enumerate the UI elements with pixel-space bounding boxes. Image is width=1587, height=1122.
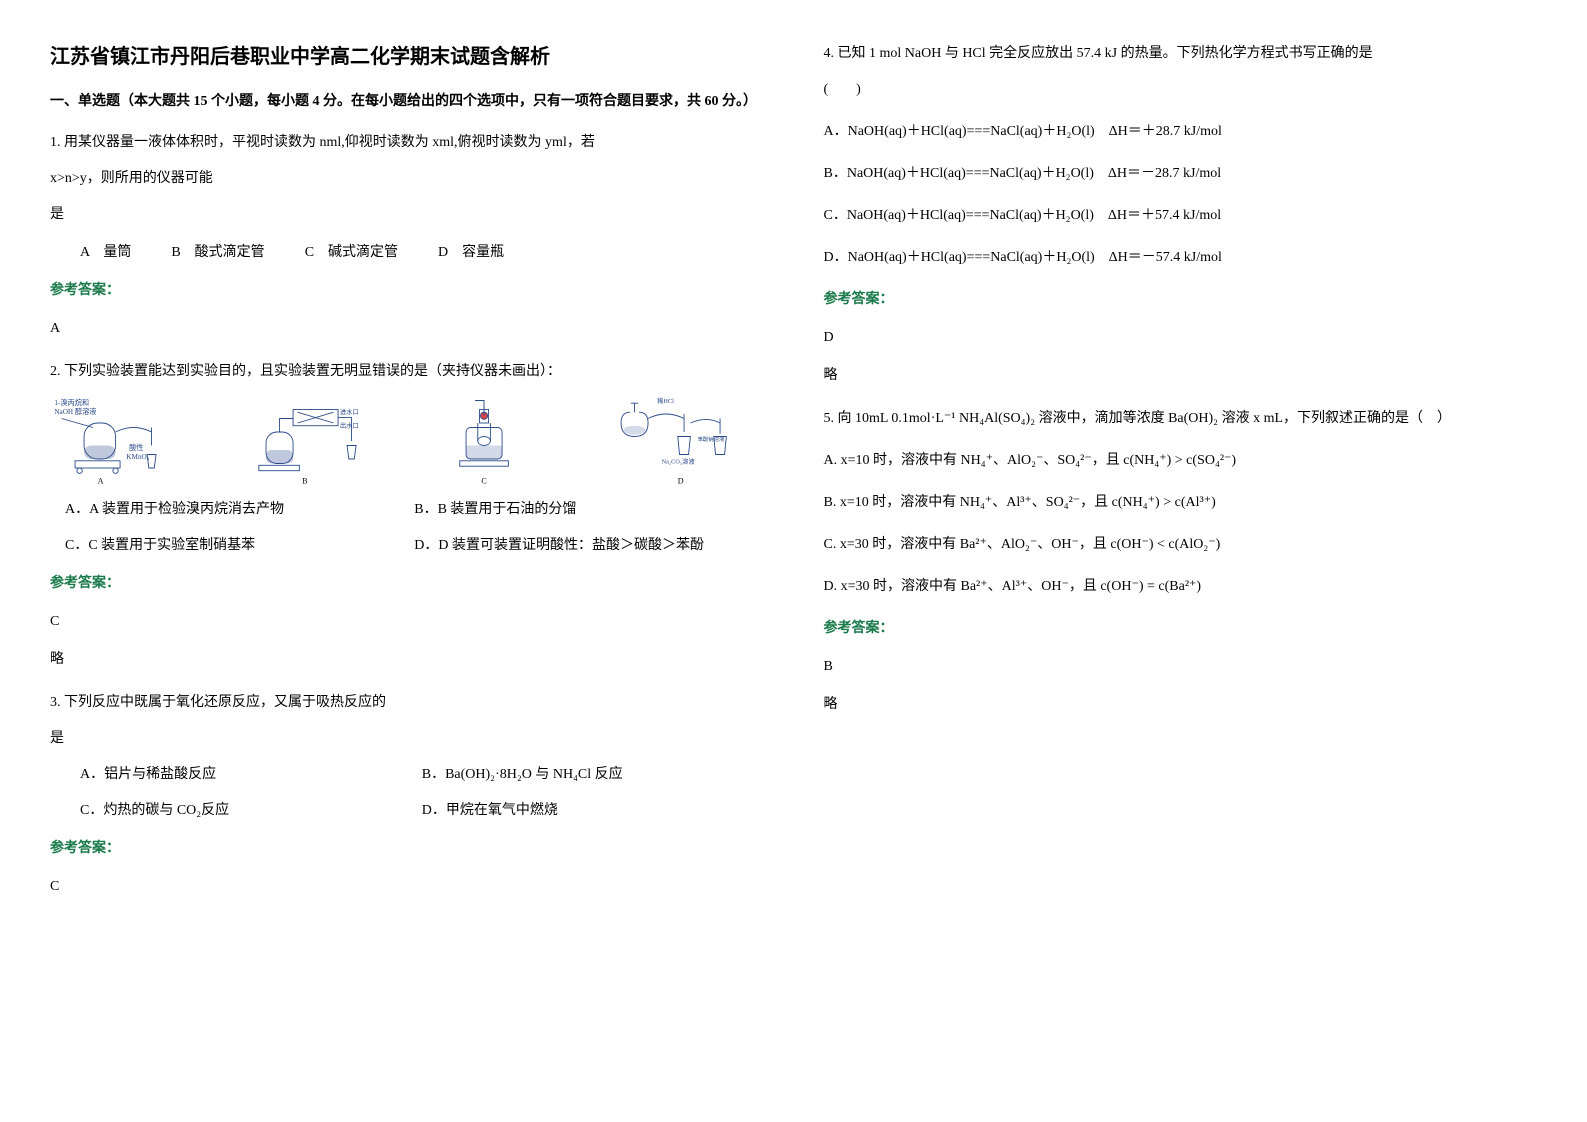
svg-text:KMnO₄: KMnO₄: [126, 453, 149, 461]
q4-option-a: A．NaOH(aq)＋HCl(aq)===NaCl(aq)＋H₂O(l) ΔH＝…: [824, 118, 1538, 146]
diag-a-label2: NaOH 醇溶液: [54, 407, 96, 416]
question-4: 4. 已知 1 mol NaOH 与 HCl 完全反应放出 57.4 kJ 的热…: [824, 40, 1538, 390]
q1-option-a: A 量筒: [80, 239, 131, 267]
q3-answer: C: [50, 873, 764, 901]
q2-diagrams: 1-溴丙烷和 NaOH 醇溶液 酸性 KMnO₄ A: [50, 396, 764, 486]
q2-options-row1: A．A 装置用于检验溴丙烷消去产物 B．B 装置用于石油的分馏: [50, 496, 764, 524]
q2-option-c: C．C 装置用于实验室制硝基苯: [50, 532, 414, 560]
q2-option-a: A．A 装置用于检验溴丙烷消去产物: [50, 496, 414, 524]
q3-option-c: C．灼热的碳与 CO₂反应: [80, 797, 422, 825]
q4-text-1: 4. 已知 1 mol NaOH 与 HCl 完全反应放出 57.4 kJ 的热…: [824, 40, 1538, 68]
q4-option-d: D．NaOH(aq)＋HCl(aq)===NaCl(aq)＋H₂O(l) ΔH＝…: [824, 244, 1538, 272]
diagram-d: 稀HCl 苯酚钠溶液 Na₂CO₃溶液 D: [596, 396, 763, 486]
q3-options-row2: C．灼热的碳与 CO₂反应 D．甲烷在氧气中燃烧: [50, 797, 764, 825]
q1-options: A 量筒 B 酸式滴定管 C 碱式滴定管 D 容量瓶: [80, 239, 764, 267]
diagram-c: C: [414, 396, 581, 486]
q1-option-b: B 酸式滴定管: [171, 239, 264, 267]
q3-text-1: 3. 下列反应中既属于氧化还原反应，又属于吸热反应的: [50, 689, 764, 717]
q4-option-b: B．NaOH(aq)＋HCl(aq)===NaCl(aq)＋H₂O(l) ΔH＝…: [824, 160, 1538, 188]
diag-a-label1: 1-溴丙烷和: [54, 398, 89, 407]
q1-option-c: C 碱式滴定管: [305, 239, 398, 267]
right-column: 4. 已知 1 mol NaOH 与 HCl 完全反应放出 57.4 kJ 的热…: [824, 40, 1538, 916]
diagram-a: 1-溴丙烷和 NaOH 醇溶液 酸性 KMnO₄ A: [50, 396, 217, 486]
q4-option-c: C．NaOH(aq)＋HCl(aq)===NaCl(aq)＋H₂O(l) ΔH＝…: [824, 202, 1538, 230]
q1-text-1: 1. 用某仪器量一液体体积时，平视时读数为 nml,仰视时读数为 xml,俯视时…: [50, 129, 764, 157]
q4-answer-label: 参考答案：: [824, 286, 1538, 314]
q3-option-d: D．甲烷在氧气中燃烧: [422, 797, 764, 825]
q3-answer-label: 参考答案：: [50, 835, 764, 863]
q2-answer: C: [50, 608, 764, 636]
document-title: 江苏省镇江市丹阳后巷职业中学高二化学期末试题含解析: [50, 40, 764, 69]
q2-options-row2: C．C 装置用于实验室制硝基苯 D．D 装置可装置证明酸性：盐酸＞碳酸＞苯酚: [50, 532, 764, 560]
page-container: 江苏省镇江市丹阳后巷职业中学高二化学期末试题含解析 一、单选题（本大题共 15 …: [50, 40, 1537, 916]
q1-answer: A: [50, 315, 764, 343]
q5-text-1: 5. 向 10mL 0.1mol·L⁻¹ NH₄Al(SO₄)₂ 溶液中，滴加等…: [824, 405, 1538, 433]
svg-text:苯酚钠溶液: 苯酚钠溶液: [698, 435, 725, 443]
q2-answer-label: 参考答案：: [50, 570, 764, 598]
q4-text-2: ( ): [824, 76, 1538, 104]
q1-option-d: D 容量瓶: [438, 239, 504, 267]
svg-text:A: A: [98, 476, 104, 485]
q2-note: 略: [50, 646, 764, 674]
svg-text:C: C: [482, 476, 487, 485]
q5-option-d: D. x=30 时，溶液中有 Ba²⁺、Al³⁺、OH⁻，且 c(OH⁻) = …: [824, 573, 1538, 601]
question-3: 3. 下列反应中既属于氧化还原反应，又属于吸热反应的 是 A．铝片与稀盐酸反应 …: [50, 689, 764, 901]
svg-text:稀HCl: 稀HCl: [657, 396, 674, 405]
diagram-b: 进水口 出水口 B: [232, 396, 399, 486]
q2-option-d: D．D 装置可装置证明酸性：盐酸＞碳酸＞苯酚: [414, 532, 763, 560]
q5-option-c: C. x=30 时，溶液中有 Ba²⁺、AlO₂⁻、OH⁻，且 c(OH⁻) <…: [824, 531, 1538, 559]
question-5: 5. 向 10mL 0.1mol·L⁻¹ NH₄Al(SO₄)₂ 溶液中，滴加等…: [824, 405, 1538, 719]
svg-text:进水口: 进水口: [340, 407, 359, 416]
svg-text:Na₂CO₃溶液: Na₂CO₃溶液: [662, 457, 696, 466]
q1-answer-label: 参考答案：: [50, 277, 764, 305]
q5-option-b: B. x=10 时，溶液中有 NH₄⁺、Al³⁺、SO₄²⁻，且 c(NH₄⁺)…: [824, 489, 1538, 517]
q1-text-2: x>n>y，则所用的仪器可能: [50, 165, 764, 193]
section-header: 一、单选题（本大题共 15 个小题，每小题 4 分。在每小题给出的四个选项中，只…: [50, 89, 764, 114]
q2-option-b: B．B 装置用于石油的分馏: [414, 496, 763, 524]
q2-text: 2. 下列实验装置能达到实验目的，且实验装置无明显错误的是（夹持仪器未画出）：: [50, 358, 764, 386]
q3-text-2: 是: [50, 725, 764, 753]
q3-options-row1: A．铝片与稀盐酸反应 B．Ba(OH)₂·8H₂O 与 NH₄Cl 反应: [50, 761, 764, 789]
svg-text:出水口: 出水口: [340, 421, 359, 430]
q3-option-b: B．Ba(OH)₂·8H₂O 与 NH₄Cl 反应: [422, 761, 764, 789]
q4-note: 略: [824, 362, 1538, 390]
q5-option-a: A. x=10 时，溶液中有 NH₄⁺、AlO₂⁻、SO₄²⁻，且 c(NH₄⁺…: [824, 447, 1538, 475]
q4-answer: D: [824, 324, 1538, 352]
svg-text:酸性: 酸性: [129, 443, 143, 452]
svg-text:B: B: [302, 476, 307, 485]
q3-option-a: A．铝片与稀盐酸反应: [80, 761, 422, 789]
svg-text:D: D: [678, 476, 684, 485]
question-1: 1. 用某仪器量一液体体积时，平视时读数为 nml,仰视时读数为 xml,俯视时…: [50, 129, 764, 343]
q1-text-3: 是: [50, 201, 764, 229]
q5-answer-label: 参考答案：: [824, 615, 1538, 643]
q5-note: 略: [824, 691, 1538, 719]
question-2: 2. 下列实验装置能达到实验目的，且实验装置无明显错误的是（夹持仪器未画出）： …: [50, 358, 764, 674]
left-column: 江苏省镇江市丹阳后巷职业中学高二化学期末试题含解析 一、单选题（本大题共 15 …: [50, 40, 764, 916]
q5-answer: B: [824, 653, 1538, 681]
